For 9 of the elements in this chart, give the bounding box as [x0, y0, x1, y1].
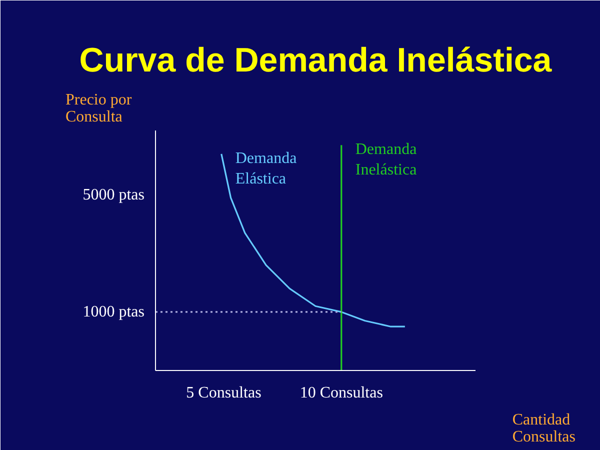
x-axis-title: Cantidad Consultas — [512, 412, 576, 446]
chart-title: Curva de Demanda Inelástica — [79, 42, 553, 80]
y-tick-label: 5000 ptas — [82, 186, 145, 204]
y-axis-title: Precio por Consulta — [66, 92, 132, 126]
series-label: Demanda Inelástica — [355, 141, 417, 179]
series-label: Demanda Elástica — [235, 150, 297, 188]
x-tick-label: 10 Consultas — [300, 384, 383, 402]
y-tick-label: 1000 ptas — [82, 303, 145, 320]
x-tick-label: 5 Consultas — [186, 384, 262, 402]
